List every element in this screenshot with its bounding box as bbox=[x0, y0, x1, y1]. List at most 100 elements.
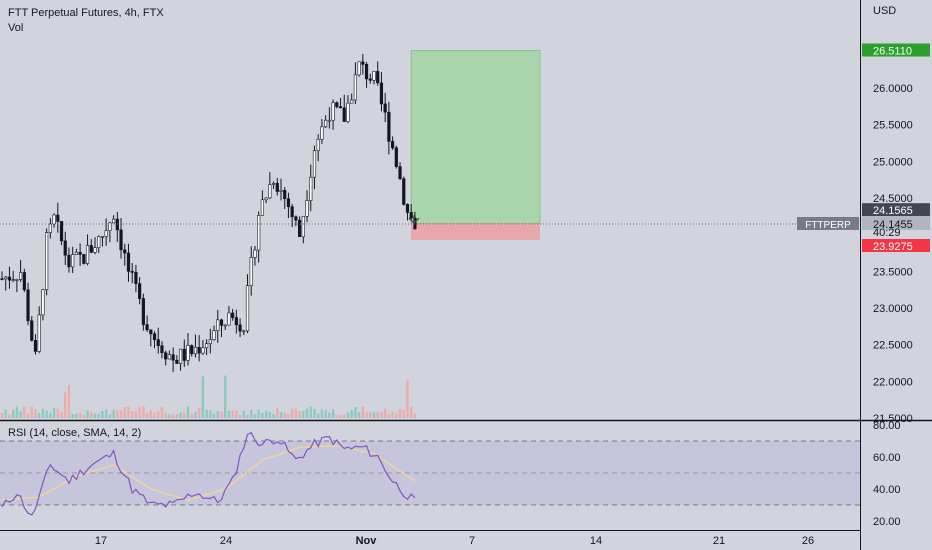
volume-bar bbox=[242, 411, 245, 418]
candle bbox=[253, 249, 257, 258]
candle bbox=[78, 251, 82, 255]
rsi-tick-label: 60.00 bbox=[873, 452, 901, 464]
candle bbox=[297, 219, 302, 238]
candle bbox=[56, 214, 60, 222]
time-tick-label: 26 bbox=[802, 535, 814, 547]
volume-bar bbox=[257, 409, 260, 418]
profit-zone[interactable] bbox=[410, 50, 541, 224]
candle bbox=[368, 78, 372, 81]
candle bbox=[353, 74, 358, 101]
price-axis[interactable]: 26.0000 25.5000 25.0000 24.5000 23.5000 23.00… bbox=[873, 83, 913, 425]
candle bbox=[11, 279, 15, 282]
candle bbox=[141, 298, 145, 325]
candle bbox=[59, 221, 64, 242]
candle bbox=[126, 252, 131, 272]
candle bbox=[97, 236, 101, 248]
candle bbox=[112, 218, 116, 224]
candle bbox=[67, 254, 71, 268]
candle bbox=[312, 150, 317, 178]
volume-bar bbox=[183, 412, 186, 418]
volume-bar bbox=[134, 411, 138, 418]
candle bbox=[390, 141, 395, 149]
candle bbox=[41, 289, 45, 316]
price-tick-label: 22.0000 bbox=[873, 376, 913, 388]
candle bbox=[123, 249, 127, 254]
price-tick-label: 23.0000 bbox=[873, 303, 913, 315]
volume-bar bbox=[34, 409, 37, 418]
volume-bar bbox=[11, 409, 15, 418]
candle bbox=[18, 272, 23, 280]
volume-label: Vol bbox=[8, 22, 23, 34]
volume-bar bbox=[224, 375, 227, 418]
candle bbox=[205, 343, 209, 349]
volume-bar bbox=[52, 408, 56, 418]
time-axis[interactable]: 17 24 Nov 7 14 21 26 bbox=[95, 535, 814, 547]
volume-bar bbox=[160, 406, 164, 418]
candle bbox=[275, 183, 279, 192]
volume-bar bbox=[64, 392, 67, 418]
candle bbox=[4, 276, 8, 280]
volume-bar bbox=[153, 412, 156, 418]
volume-bar bbox=[354, 407, 357, 418]
volume-bar bbox=[350, 409, 353, 418]
candle bbox=[33, 340, 38, 352]
candle bbox=[48, 223, 52, 233]
volume-bar bbox=[264, 410, 268, 418]
volume-bar bbox=[82, 414, 86, 418]
candle bbox=[268, 184, 272, 199]
volume-bar bbox=[279, 411, 283, 418]
candle bbox=[271, 183, 276, 185]
candle bbox=[74, 251, 78, 255]
time-tick-label: 17 bbox=[95, 535, 107, 547]
candle bbox=[379, 82, 384, 105]
candle bbox=[338, 106, 343, 109]
candle bbox=[138, 283, 142, 299]
candle bbox=[0, 278, 4, 280]
candle bbox=[26, 289, 30, 322]
candle bbox=[398, 166, 402, 179]
candle bbox=[134, 271, 138, 284]
volume-bar bbox=[276, 407, 279, 418]
candle bbox=[234, 317, 238, 326]
volume-bar bbox=[49, 412, 52, 418]
price-tick-label: 24.5000 bbox=[873, 193, 913, 205]
candle bbox=[394, 147, 398, 167]
candle bbox=[130, 271, 134, 273]
rsi-axis[interactable]: 80.00 60.00 40.00 20.00 bbox=[873, 420, 901, 528]
candle bbox=[167, 354, 172, 360]
candle bbox=[164, 352, 168, 360]
volume-bar bbox=[287, 414, 290, 418]
volume-bar bbox=[395, 413, 398, 418]
volume-bar bbox=[272, 413, 275, 418]
volume-bar bbox=[38, 412, 41, 418]
time-tick-label: Nov bbox=[356, 535, 378, 547]
candle bbox=[294, 216, 298, 221]
volume-bar bbox=[294, 408, 298, 418]
candle bbox=[156, 339, 160, 347]
volume-bar bbox=[205, 409, 208, 418]
loss-zone[interactable] bbox=[411, 223, 540, 240]
volume-bar bbox=[313, 408, 316, 418]
price-tick-label: 21.5000 bbox=[873, 413, 913, 425]
volume-bar bbox=[317, 413, 320, 418]
volume-bar bbox=[101, 410, 104, 418]
candle bbox=[208, 339, 212, 344]
candle bbox=[52, 214, 56, 225]
candle bbox=[335, 102, 339, 107]
candle bbox=[201, 347, 205, 354]
volume-bar bbox=[119, 410, 123, 418]
entry-badge bbox=[862, 203, 930, 217]
chart-title: FTT Perpetual Futures, 4h, FTX bbox=[8, 7, 164, 19]
candle bbox=[257, 215, 261, 251]
volume-bar bbox=[302, 411, 305, 418]
volume-bar bbox=[112, 409, 115, 418]
volume-bar bbox=[168, 414, 171, 418]
rsi-line bbox=[1, 431, 416, 516]
candle bbox=[342, 107, 346, 122]
volume-bar bbox=[30, 406, 33, 418]
candle bbox=[350, 99, 354, 104]
time-tick-label: 7 bbox=[469, 535, 475, 547]
candle bbox=[264, 197, 268, 201]
price-tick-label: 23.5000 bbox=[873, 266, 913, 278]
candle bbox=[182, 348, 186, 361]
